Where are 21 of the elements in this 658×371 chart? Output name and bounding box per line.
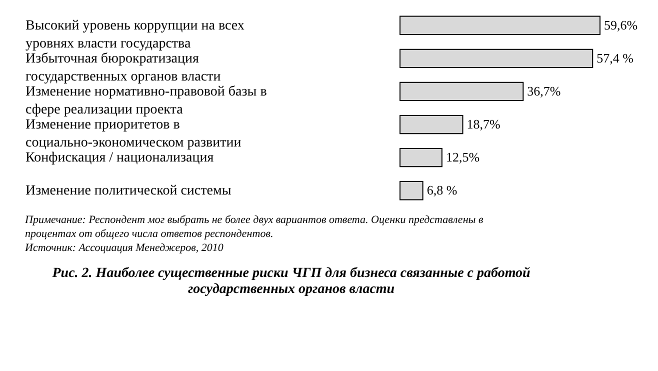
bar bbox=[400, 114, 464, 134]
text: Примечание: Респондент мог выбрать не более двух вариантов ответа. Оценки представлены в процентах от общего числа ответов респондентов. bbox=[24, 214, 484, 240]
bar bbox=[400, 16, 600, 35]
bar bbox=[400, 48, 594, 68]
data-label: 57,4 % bbox=[596, 50, 634, 66]
text: Рис. 2. Наиболее существенные риски ЧГП для бизнеса связанные с работой государственных органов власти bbox=[52, 266, 531, 297]
data-label: 12,5% bbox=[446, 150, 480, 165]
bar bbox=[400, 181, 424, 200]
y-tick-label: Избыточная бюрократизация государственных органов власти bbox=[26, 51, 222, 84]
y-tick-label: Конфискация / национализация bbox=[26, 150, 214, 166]
data-label: 18,7% bbox=[466, 116, 500, 132]
y-tick-label: Изменение приоритетов в социально-экономическом развитии bbox=[26, 118, 242, 151]
y-tick-label: Изменение политической системы bbox=[26, 184, 232, 199]
data-label: 59,6% bbox=[604, 17, 638, 32]
bar bbox=[400, 82, 524, 102]
bar bbox=[400, 148, 442, 168]
data-label: 6,8 % bbox=[426, 182, 458, 198]
text: Источник: Ассоциация Менеджеров, 2010 bbox=[24, 242, 224, 254]
data-label: 36,7% bbox=[527, 83, 561, 98]
y-tick-label: Изменение нормативно-правовой базы в сфере реализации проекта bbox=[26, 84, 268, 118]
y-tick-label: Высокий уровень коррупции на всех уровнях власти государства bbox=[26, 18, 244, 52]
